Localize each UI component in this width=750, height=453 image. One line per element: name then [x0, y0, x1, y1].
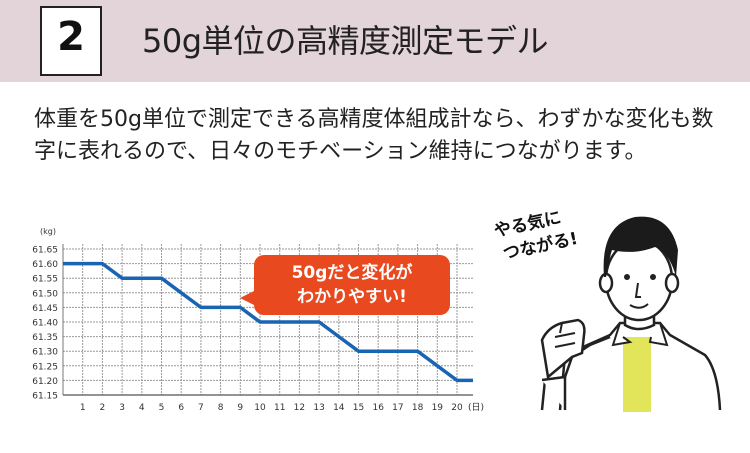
weight-chart: 61.15 61.20 61.25 61.30 61.35 61.40 61.45 61.50… [32, 227, 484, 413]
y-tick-label: 61.20 [32, 377, 58, 387]
y-tick-label: 61.45 [32, 304, 58, 314]
shirt [623, 337, 651, 412]
callout-bubble: 50gだと変化が わかりやすい! [254, 255, 450, 315]
x-tick-label: 8 [218, 403, 224, 413]
person-illustration [540, 216, 722, 412]
x-axis-label: (日) [468, 402, 484, 413]
y-tick-label: 61.15 [32, 392, 58, 402]
x-tick-label: 5 [159, 403, 165, 413]
x-tick-label: 15 [353, 403, 364, 413]
y-tick-label: 61.60 [32, 260, 58, 270]
x-tick-label: 18 [412, 403, 424, 413]
y-tick-label: 61.35 [32, 333, 58, 343]
x-tick-label: 20 [451, 403, 463, 413]
callout-line1: 50gだと変化が [291, 263, 413, 283]
y-tick-label: 61.55 [32, 275, 58, 285]
x-tick-label: 3 [119, 403, 125, 413]
x-tick-label: 10 [254, 403, 266, 413]
y-tick-label: 61.50 [32, 289, 58, 299]
section-number: 2 [57, 14, 85, 60]
description-text: 体重を50g単位で測定できる高精度体組成計なら、わずかな変化も数字に表れるので、… [34, 107, 714, 164]
callout-line2: わかりやすい! [297, 287, 407, 307]
y-tick-label: 61.25 [32, 362, 58, 372]
header-band: 2 50g単位の高精度測定モデル [0, 0, 750, 82]
y-tick-label: 61.30 [32, 348, 58, 358]
x-tick-label: 6 [178, 403, 184, 413]
y-tick-label: 61.65 [32, 246, 58, 256]
weight-line [63, 261, 473, 383]
x-tick-label: 19 [432, 403, 444, 413]
x-tick-label: 17 [392, 403, 403, 413]
x-tick-label: 13 [313, 403, 324, 413]
section-number-box: 2 [40, 6, 102, 76]
y-tick-label: 61.40 [32, 319, 58, 329]
y-axis-label: (kg) [40, 227, 56, 236]
x-tick-label: 11 [274, 403, 285, 413]
x-tick-label: 2 [100, 403, 106, 413]
x-tick-label: 7 [198, 403, 204, 413]
callout-tail [240, 290, 256, 306]
x-tick-label: 16 [372, 403, 384, 413]
x-tick-label: 4 [139, 403, 145, 413]
x-tick-label: 1 [80, 403, 86, 413]
section-title: 50g単位の高精度測定モデル [142, 22, 549, 60]
x-tick-label: 9 [237, 403, 243, 413]
x-tick-label: 14 [333, 403, 345, 413]
x-tick-label: 12 [294, 403, 305, 413]
